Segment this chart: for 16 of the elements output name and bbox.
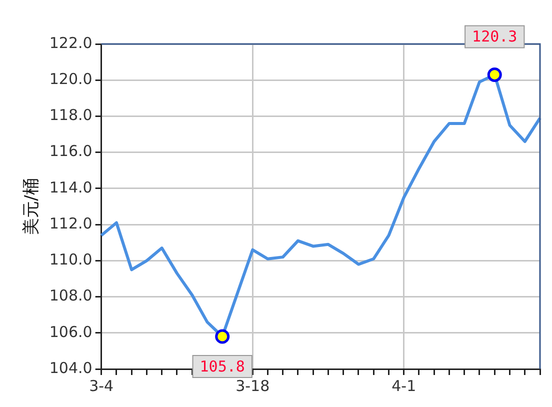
- y-tick-label: 110.0: [49, 250, 92, 269]
- y-tick-label: 108.0: [49, 286, 92, 305]
- x-tick-label: 3-18: [236, 376, 270, 395]
- x-tick-label: 3-4: [89, 376, 114, 395]
- y-tick-label: 120.0: [49, 70, 92, 88]
- y-tick-label: 116.0: [49, 142, 92, 160]
- y-tick-label: 104.0: [49, 358, 92, 377]
- y-axis-title: 美元/桶: [22, 178, 42, 235]
- y-tick-label: 114.0: [49, 178, 92, 196]
- y-tick-label: 106.0: [49, 322, 92, 341]
- data-label: 120.3: [472, 28, 518, 46]
- data-label: 105.8: [200, 357, 245, 376]
- x-tick-label: 4-1: [392, 376, 416, 395]
- y-tick-label: 122.0: [49, 34, 92, 52]
- y-tick-label: 112.0: [49, 214, 92, 232]
- y-tick-label: 118.0: [49, 106, 92, 124]
